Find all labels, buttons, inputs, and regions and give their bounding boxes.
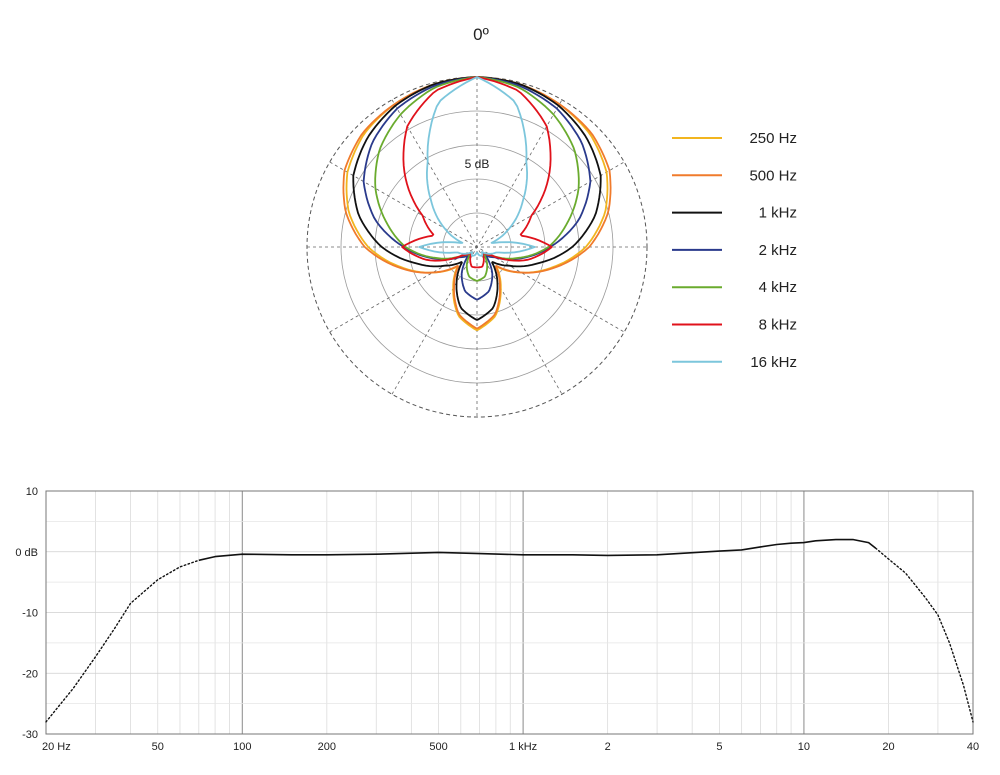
frequency-x-tick-label: 2: [605, 741, 611, 753]
legend-label: 8 kHz: [759, 317, 797, 334]
polar-spoke: [391, 99, 563, 395]
legend-label: 250 Hz: [749, 130, 797, 147]
frequency-extrapolated-line: [45, 559, 200, 723]
polar-angle-label: 0º: [473, 25, 489, 44]
frequency-x-tick-label: 100: [233, 741, 251, 753]
frequency-x-tick-label: 20 Hz: [42, 741, 71, 753]
polar-series-line: [401, 76, 553, 269]
legend-label: 4 kHz: [759, 279, 797, 296]
frequency-plot-frame: [45, 490, 974, 735]
polar-curves: [342, 76, 612, 332]
legend-label: 500 Hz: [749, 167, 797, 184]
frequency-y-tick-label: 10: [26, 486, 38, 498]
frequency-x-tick-label: 20: [882, 741, 894, 753]
legend-label: 1 kHz: [759, 205, 797, 222]
frequency-x-ticks: 20 Hz 50 100 200 500 1 kHz 2 5 10 20 40: [42, 741, 979, 753]
legend-label: 16 kHz: [750, 354, 797, 371]
frequency-response-chart: 10 0 dB -10 -20 -30 20 Hz 50 100 200 500 1 kHz 2 5 1…: [15, 486, 979, 753]
legend-label: 2 kHz: [759, 242, 797, 259]
frequency-y-tick-label: -30: [22, 729, 38, 741]
frequency-y-tick-label: -20: [22, 668, 38, 680]
polar-pattern-chart: 0º 5 dB 250 Hz 500 Hz 1 kHz 2 kHz 4 kHz 8 kHz…: [306, 25, 797, 418]
frequency-x-tick-label: 50: [152, 741, 164, 753]
frequency-response-line: [198, 538, 877, 562]
frequency-x-tick-label: 10: [798, 741, 810, 753]
frequency-x-tick-label: 200: [318, 741, 336, 753]
frequency-x-tick-label: 1 kHz: [509, 741, 537, 753]
frequency-extrapolated-line: [874, 547, 974, 723]
frequency-y-ticks: 10 0 dB -10 -20 -30: [15, 486, 38, 741]
frequency-y-tick-label: 0 dB: [15, 547, 38, 559]
frequency-x-tick-label: 500: [429, 741, 447, 753]
polar-ring-label: 5 dB: [465, 157, 490, 171]
frequency-grid: [45, 490, 974, 735]
frequency-curves: [45, 538, 974, 723]
frequency-x-tick-label: 5: [716, 741, 722, 753]
frequency-x-tick-label: 40: [967, 741, 979, 753]
polar-legend: 250 Hz 500 Hz 1 kHz 2 kHz 4 kHz 8 kHz 16 kHz: [672, 130, 797, 371]
frequency-y-tick-label: -10: [22, 608, 38, 620]
polar-series-line: [418, 76, 536, 257]
polar-grid: [306, 76, 648, 418]
